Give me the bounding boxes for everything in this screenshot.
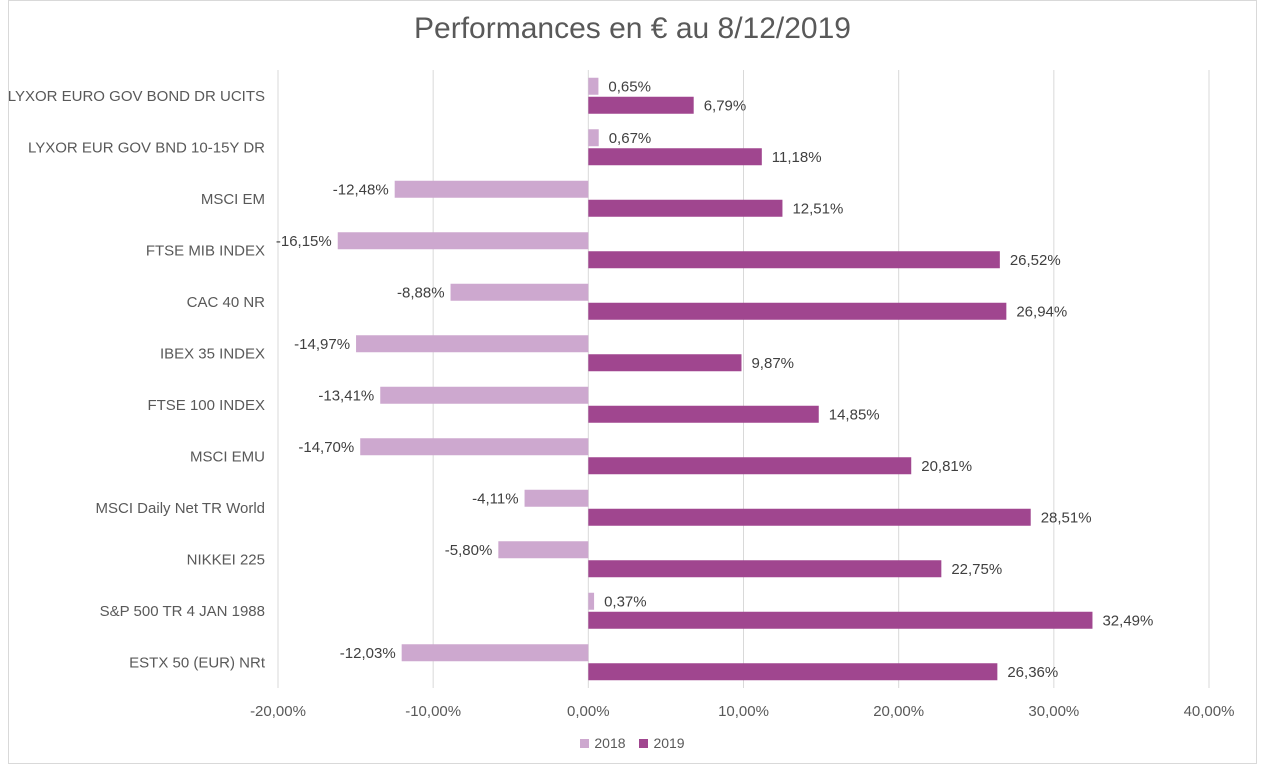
bar-2018: [588, 592, 595, 610]
x-tick-label: -10,00%: [405, 703, 461, 720]
y-category-label: S&P 500 TR 4 JAN 1988: [100, 603, 265, 620]
bar-2018: [401, 644, 589, 662]
data-label-2019: 12,51%: [792, 200, 843, 217]
chart-frame: [8, 0, 1257, 764]
x-tick-label: 30,00%: [1028, 703, 1079, 720]
bar-2019: [588, 96, 694, 114]
bar-2018: [380, 386, 589, 404]
y-category-label: CAC 40 NR: [187, 294, 266, 311]
y-category-label: MSCI EM: [201, 191, 265, 208]
data-label-2018: -16,15%: [276, 233, 332, 250]
y-category-label: LYXOR EUR GOV BND 10-15Y DR: [28, 139, 265, 156]
legend: 2018 2019: [0, 735, 1265, 751]
bar-2018: [524, 489, 589, 507]
bar-2019: [588, 457, 912, 475]
bar-2018: [356, 335, 589, 353]
data-label-2018: -14,70%: [298, 439, 354, 456]
data-label-2019: 14,85%: [829, 406, 880, 423]
x-tick-label: 40,00%: [1184, 703, 1235, 720]
bar-2018: [394, 180, 589, 198]
data-label-2018: -12,03%: [340, 645, 396, 662]
bar-2019: [588, 354, 742, 372]
x-tick-label: 10,00%: [718, 703, 769, 720]
data-label-2018: -12,48%: [333, 181, 389, 198]
bar-2018: [337, 232, 589, 250]
data-label-2018: -14,97%: [294, 336, 350, 353]
data-label-2018: -4,11%: [472, 490, 518, 507]
bar-2018: [360, 438, 589, 456]
data-label-2019: 9,87%: [751, 355, 794, 372]
data-label-2018: -8,88%: [397, 284, 445, 301]
data-label-2019: 26,36%: [1007, 664, 1058, 681]
data-label-2019: 22,75%: [951, 561, 1002, 578]
data-label-2018: -13,41%: [318, 387, 374, 404]
bar-2018: [588, 77, 599, 95]
data-label-2018: -5,80%: [445, 542, 493, 559]
bar-2019: [588, 560, 942, 578]
legend-swatch-2019: [639, 738, 649, 748]
bar-2019: [588, 405, 819, 423]
data-label-2019: 26,52%: [1010, 252, 1061, 269]
y-category-label: IBEX 35 INDEX: [160, 345, 265, 362]
y-category-label: MSCI Daily Net TR World: [96, 500, 265, 517]
data-label-2019: 6,79%: [704, 97, 747, 114]
legend-swatch-2018: [580, 738, 590, 748]
bar-2019: [588, 663, 998, 681]
x-tick-label: 0,00%: [567, 703, 610, 720]
data-label-2019: 28,51%: [1041, 509, 1092, 526]
legend-item-2018: 2018: [580, 735, 626, 751]
bar-2018: [498, 541, 589, 559]
legend-label-2018: 2018: [594, 735, 626, 751]
y-category-label: ESTX 50 (EUR) NRt: [129, 654, 266, 671]
data-label-2018: 0,67%: [609, 130, 652, 147]
x-tick-label: -20,00%: [250, 703, 306, 720]
bar-2019: [588, 302, 1007, 320]
bar-2019: [588, 508, 1031, 526]
y-category-label: NIKKEI 225: [187, 551, 265, 568]
x-tick-label: 20,00%: [873, 703, 924, 720]
chart-title: Performances en € au 8/12/2019: [414, 12, 851, 45]
y-category-label: MSCI EMU: [190, 448, 265, 465]
bar-2019: [588, 251, 1000, 269]
data-label-2018: 0,37%: [604, 593, 647, 610]
legend-item-2019: 2019: [639, 735, 685, 751]
bar-2018: [588, 129, 599, 147]
bar-2019: [588, 148, 762, 166]
legend-label-2019: 2019: [653, 735, 685, 751]
data-label-2019: 20,81%: [921, 458, 972, 475]
data-label-2019: 11,18%: [772, 149, 822, 166]
data-label-2019: 32,49%: [1102, 612, 1153, 629]
y-category-label: FTSE MIB INDEX: [146, 242, 265, 259]
data-label-2019: 26,94%: [1016, 303, 1067, 320]
bar-2019: [588, 611, 1093, 629]
data-label-2018: 0,65%: [608, 78, 651, 95]
bar-2018: [450, 283, 589, 301]
bar-2019: [588, 199, 783, 217]
y-category-label: LYXOR EURO GOV BOND DR UCITS: [8, 88, 265, 105]
y-category-label: FTSE 100 INDEX: [147, 397, 265, 414]
